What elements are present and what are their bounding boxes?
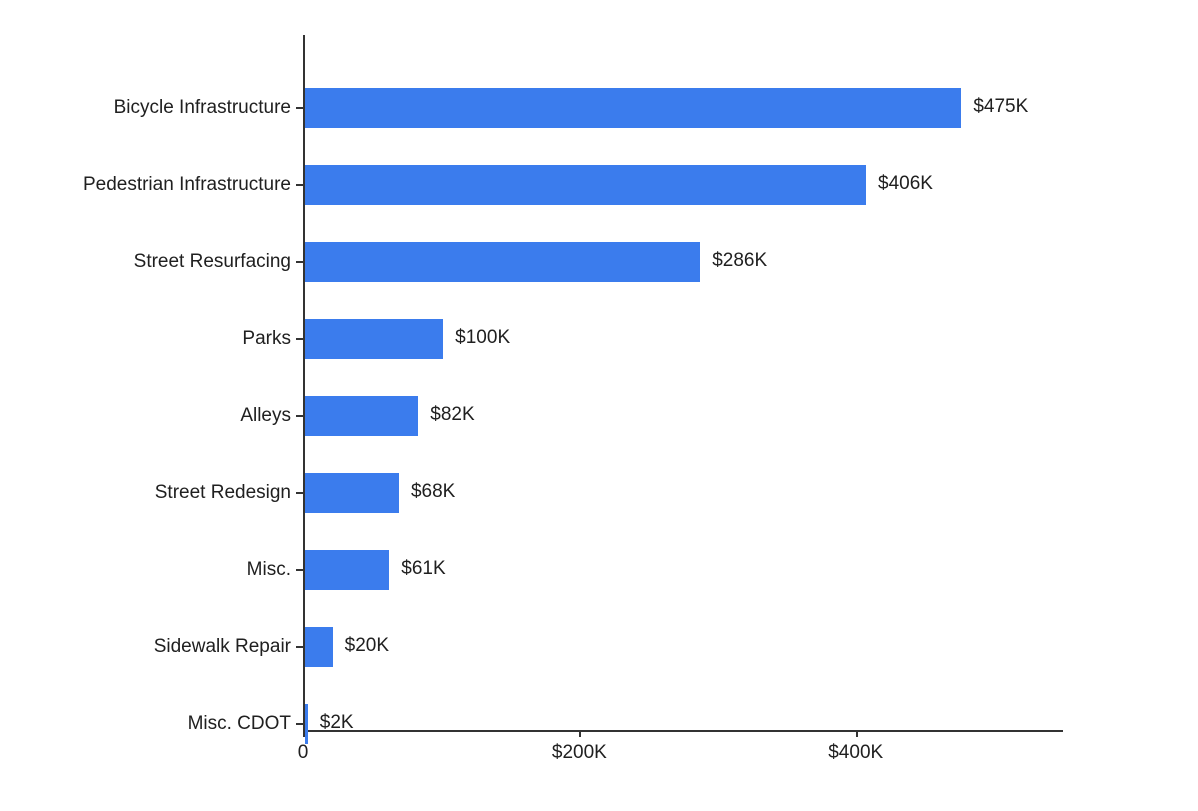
y-tick-mark: [296, 107, 303, 109]
y-tick-mark: [296, 338, 303, 340]
bar: [305, 473, 399, 513]
bar: [305, 242, 700, 282]
value-label: $20K: [345, 635, 389, 657]
bar: [305, 627, 333, 667]
category-label: Street Resurfacing: [134, 251, 291, 273]
category-label: Misc. CDOT: [188, 713, 291, 735]
x-axis: [303, 730, 1063, 732]
bar: [305, 88, 961, 128]
y-tick-mark: [296, 569, 303, 571]
bar: [305, 550, 389, 590]
y-tick-mark: [296, 492, 303, 494]
x-tick-mark: [856, 730, 858, 737]
bar: [305, 396, 418, 436]
bar: [305, 704, 308, 744]
value-label: $2K: [320, 712, 354, 734]
value-label: $100K: [455, 327, 510, 349]
value-label: $286K: [712, 250, 767, 272]
y-tick-mark: [296, 261, 303, 263]
category-label: Pedestrian Infrastructure: [83, 174, 291, 196]
value-label: $406K: [878, 173, 933, 195]
value-label: $61K: [401, 558, 445, 580]
category-label: Sidewalk Repair: [154, 636, 291, 658]
budget-bar-chart: Bicycle Infrastructure $475K Pedestrian In…: [0, 0, 1198, 811]
bar: [305, 319, 443, 359]
value-label: $68K: [411, 481, 455, 503]
x-tick-label: 0: [298, 742, 309, 764]
y-tick-mark: [296, 723, 303, 725]
category-label: Street Redesign: [155, 482, 291, 504]
value-label: $475K: [973, 96, 1028, 118]
x-tick-mark: [303, 730, 305, 737]
y-axis: [303, 35, 305, 730]
y-tick-mark: [296, 646, 303, 648]
value-label: $82K: [430, 404, 474, 426]
category-label: Misc.: [247, 559, 291, 581]
y-tick-mark: [296, 415, 303, 417]
y-tick-mark: [296, 184, 303, 186]
x-tick-label: $400K: [828, 742, 883, 764]
bar: [305, 165, 866, 205]
category-label: Alleys: [240, 405, 291, 427]
x-tick-label: $200K: [552, 742, 607, 764]
x-tick-mark: [579, 730, 581, 737]
category-label: Bicycle Infrastructure: [114, 97, 291, 119]
category-label: Parks: [242, 328, 291, 350]
